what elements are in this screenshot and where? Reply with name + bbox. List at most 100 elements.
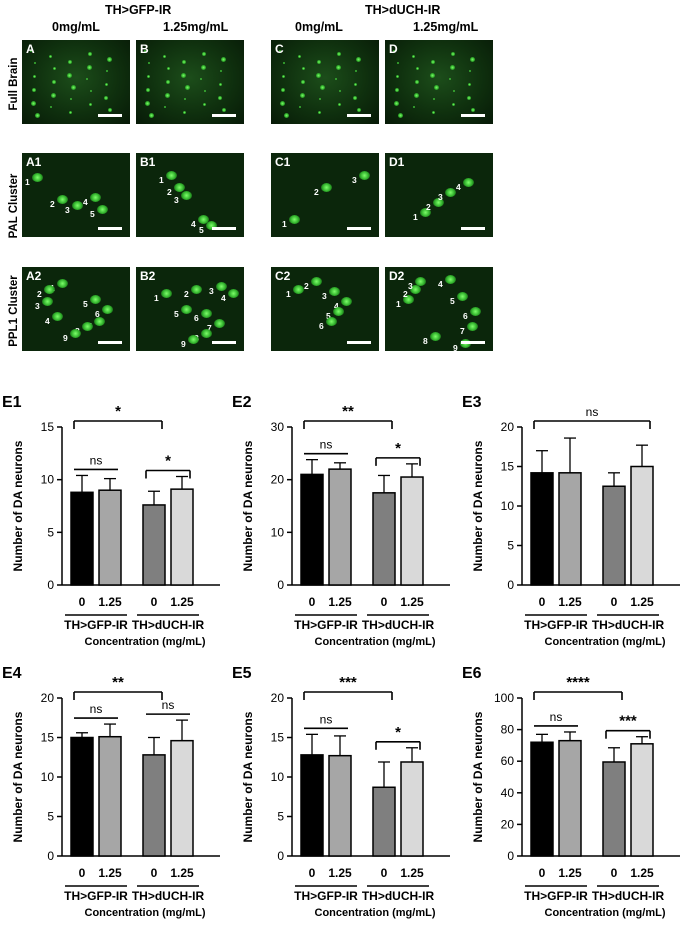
neuron-number: 4 (221, 293, 226, 303)
chart-svg: 0 10 20 30 Number of DA neurons 0 1.25 0 1.25 TH>… (241, 403, 450, 648)
y-tick-label: 20 (41, 691, 55, 705)
fluorescent-spot (301, 80, 305, 84)
x-axis-label: Concentration (mg/mL) (545, 636, 666, 648)
x-tick-label: 1.25 (558, 866, 582, 880)
y-tick-label: 0 (507, 578, 514, 592)
bar (142, 754, 166, 857)
fluorescent-spot (339, 90, 341, 92)
neuron-number: 8 (423, 336, 428, 346)
chart-panel-label: E6 (462, 665, 482, 682)
neuron-number: 9 (453, 343, 458, 351)
fluorescent-spot (71, 85, 76, 90)
neuron-cell (198, 215, 209, 224)
x-tick-label: 1.25 (558, 595, 582, 609)
fluorescent-spot (453, 90, 455, 92)
neuron-cell (82, 322, 93, 331)
y-tick-label: 20 (271, 691, 285, 705)
micrograph-c1: 1 2 3 C1 (271, 153, 379, 237)
micrograph-label: A1 (26, 155, 42, 169)
chart-e5: E5 0 5 10 15 20 Number of DA neurons 0 1.25 0 1.25… (230, 663, 455, 925)
x-tick-label: 1.25 (630, 866, 654, 880)
neuron-cell (201, 329, 212, 338)
x-tick-label: 0 (309, 595, 316, 609)
fluorescent-spot (299, 106, 301, 108)
group-label: TH>dUCH-IR (132, 889, 205, 903)
x-tick-label: 1.25 (98, 595, 122, 609)
fluorescent-spot (182, 60, 186, 64)
fluorescent-spot (145, 101, 150, 106)
x-tick-label: 1.25 (400, 866, 424, 880)
scale-bar (461, 227, 485, 230)
chart-e1: E1 0 5 10 15 Number of DA neurons 0 1.25 0 1.25 TH… (0, 392, 225, 654)
fluorescent-spot (30, 50, 32, 52)
bar (602, 485, 626, 586)
neuron-cell (70, 329, 81, 338)
neuron-number: 5 (83, 299, 88, 309)
neuron-number: 6 (463, 311, 468, 321)
fluorescent-spot (167, 67, 170, 70)
chart-svg: 0 5 10 15 20 Number of DA neurons 0 1.25 0 1.25 TH… (11, 674, 220, 919)
micrograph-b: B (136, 40, 244, 124)
neuron-number: 3 (65, 205, 70, 215)
neuron-cell (410, 285, 421, 294)
y-tick-label: 15 (41, 731, 55, 745)
scale-bar (212, 341, 236, 344)
micrograph-b2: 123456789B2 (136, 267, 244, 351)
fluorescent-spot (69, 111, 72, 114)
fluorescent-spot (279, 50, 281, 52)
fluorescent-spot (471, 108, 475, 112)
neuron-number: 2 (167, 187, 172, 197)
bar (558, 739, 582, 857)
group-label: TH>dUCH-IR (132, 618, 205, 632)
x-tick-label: 1.25 (328, 866, 352, 880)
fluorescent-spot (354, 83, 357, 86)
fluorescent-spot (280, 101, 285, 106)
x-tick-label: 0 (539, 866, 546, 880)
significance-label: * (395, 724, 401, 741)
y-tick-label: 15 (501, 460, 515, 474)
fluorescent-spot (298, 55, 301, 58)
neuron-number: 3 (438, 192, 443, 202)
bar (400, 761, 424, 857)
neuron-cell (420, 208, 431, 217)
fluorescent-spot (450, 65, 455, 70)
x-tick-label: 1.25 (328, 595, 352, 609)
y-tick-label: 20 (501, 817, 515, 831)
micrograph-a: A (22, 40, 130, 124)
neuron-cell (289, 215, 300, 224)
x-axis-label: Concentration (mg/mL) (315, 636, 436, 648)
neuron-number: 1 (154, 293, 159, 303)
neuron-cell (333, 307, 344, 316)
fluorescent-spot (396, 75, 399, 78)
conc-header-b: 1.25mg/mL (163, 20, 229, 34)
fluorescent-spot (317, 60, 321, 64)
fluorescent-spot (89, 103, 92, 106)
neuron-number: 5 (450, 296, 455, 306)
significance-label: **** (566, 674, 590, 691)
fluorescent-spot (395, 88, 399, 92)
y-tick-label: 20 (271, 473, 285, 487)
fluorescent-spot (412, 55, 415, 58)
micrograph-d2: 1 2 3 4 5 6 7 8 9 D2 (385, 267, 493, 351)
fluorescent-spot (432, 111, 435, 114)
bar (372, 786, 396, 857)
conc-header-a: 0mg/mL (52, 20, 100, 34)
micrograph-c2: 1 2 3 4 5 6 C2 (271, 267, 379, 351)
conc-header-d: 1.25mg/mL (413, 20, 479, 34)
neuron-number: 2 (37, 289, 42, 299)
y-axis-label: Number of DA neurons (471, 440, 485, 571)
y-tick-label: 0 (507, 849, 514, 863)
significance-label: *** (339, 674, 357, 691)
fluorescent-spot (49, 55, 52, 58)
significance-label: *** (619, 713, 637, 730)
group-label: TH>dUCH-IR (592, 618, 665, 632)
neuron-number: 4 (334, 301, 339, 311)
group-header-gfp: TH>GFP-IR (105, 3, 172, 17)
neuron-cell (201, 309, 212, 318)
neuron-number: 3 (322, 291, 327, 301)
fluorescent-spot (356, 57, 361, 62)
x-tick-label: 1.25 (170, 595, 194, 609)
group-label: TH>dUCH-IR (362, 618, 435, 632)
significance-label: ns (320, 712, 333, 726)
fluorescent-spot (398, 113, 403, 118)
